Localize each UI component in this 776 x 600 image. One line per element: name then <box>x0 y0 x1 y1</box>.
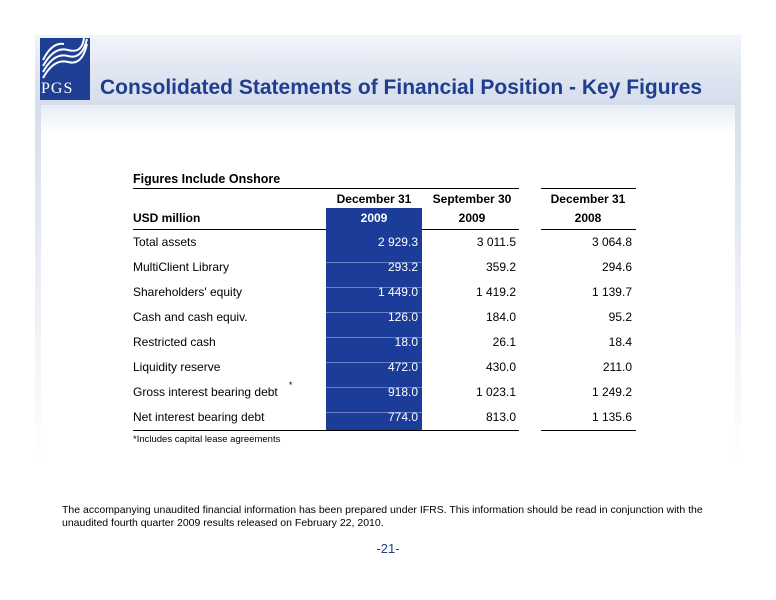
highlighted-column <box>326 208 422 430</box>
row-value-sep2009: 26.1 <box>492 335 516 349</box>
col-header-1-top: December 31 <box>336 192 412 206</box>
unit-label: USD million <box>133 211 201 225</box>
row-label: Total assets <box>133 235 197 249</box>
table-title: Figures Include Onshore <box>133 172 281 186</box>
col-header-2-top: September 30 <box>432 192 512 206</box>
right-decor-bar <box>735 105 741 465</box>
col-header-3-bottom: 2008 <box>574 211 602 225</box>
row-value-sep2009: 3 011.5 <box>476 235 516 249</box>
row-value-dec2009: 18.0 <box>394 335 418 349</box>
row-value-dec2008: 18.4 <box>608 335 632 349</box>
column-gap <box>519 186 541 434</box>
row-value-sep2009: 1 023.1 <box>475 385 516 399</box>
row-value-dec2009: 472.0 <box>387 360 418 374</box>
row-label: Cash and cash equiv. <box>133 310 248 324</box>
row-value-sep2009: 430.0 <box>485 360 516 374</box>
col-header-1-bottom: 2009 <box>360 211 388 225</box>
row-value-dec2008: 1 139.7 <box>591 285 632 299</box>
page-number: -21- <box>376 541 400 556</box>
col-header-3-top: December 31 <box>550 192 626 206</box>
row-value-dec2008: 95.2 <box>608 310 632 324</box>
row-separator <box>326 262 422 263</box>
row-label: Gross interest bearing debt <box>133 385 278 399</box>
row-value-dec2008: 1 135.6 <box>591 410 632 424</box>
row-value-dec2009: 2 929.3 <box>377 235 418 249</box>
page-title: Consolidated Statements of Financial Pos… <box>100 76 703 99</box>
row-separator <box>326 312 422 313</box>
left-decor-bar <box>35 105 41 465</box>
row-value-dec2009: 1 449.0 <box>377 285 418 299</box>
row-value-dec2008: 294.6 <box>601 260 632 274</box>
header-fade <box>35 105 741 133</box>
table-bottom-rule <box>133 430 636 431</box>
row-value-sep2009: 359.2 <box>485 260 516 274</box>
pgs-logo-icon <box>40 38 90 100</box>
row-label: Liquidity reserve <box>133 360 221 374</box>
logo-text: PGS <box>41 80 74 97</box>
col-header-2-bottom: 2009 <box>458 211 486 225</box>
row-separator <box>326 412 422 413</box>
row-value-dec2008: 3 064.8 <box>591 235 632 249</box>
row-label: Net interest bearing debt <box>133 410 265 424</box>
row-value-dec2008: 1 249.2 <box>591 385 632 399</box>
header-band <box>35 35 741 105</box>
row-label: MultiClient Library <box>133 260 230 274</box>
row-value-sep2009: 184.0 <box>485 310 516 324</box>
row-label: Shareholders' equity <box>133 285 243 299</box>
table-footnote: *Includes capital lease agreements <box>133 434 281 445</box>
row-separator <box>326 287 422 288</box>
table-top-rule <box>133 188 636 189</box>
row-label: Restricted cash <box>133 335 216 349</box>
row-value-dec2009: 774.0 <box>387 410 418 424</box>
disclaimer-note: The accompanying unaudited financial inf… <box>62 504 703 529</box>
row-separator <box>326 362 422 363</box>
row-value-dec2009: 918.0 <box>387 385 418 399</box>
footnote-marker: * <box>289 380 293 390</box>
row-value-sep2009: 813.0 <box>485 410 516 424</box>
row-value-dec2009: 293.2 <box>387 260 418 274</box>
row-separator <box>326 337 422 338</box>
row-value-sep2009: 1 419.2 <box>475 285 516 299</box>
row-separator <box>326 387 422 388</box>
row-value-dec2008: 211.0 <box>602 360 632 374</box>
row-value-dec2009: 126.0 <box>387 310 418 324</box>
